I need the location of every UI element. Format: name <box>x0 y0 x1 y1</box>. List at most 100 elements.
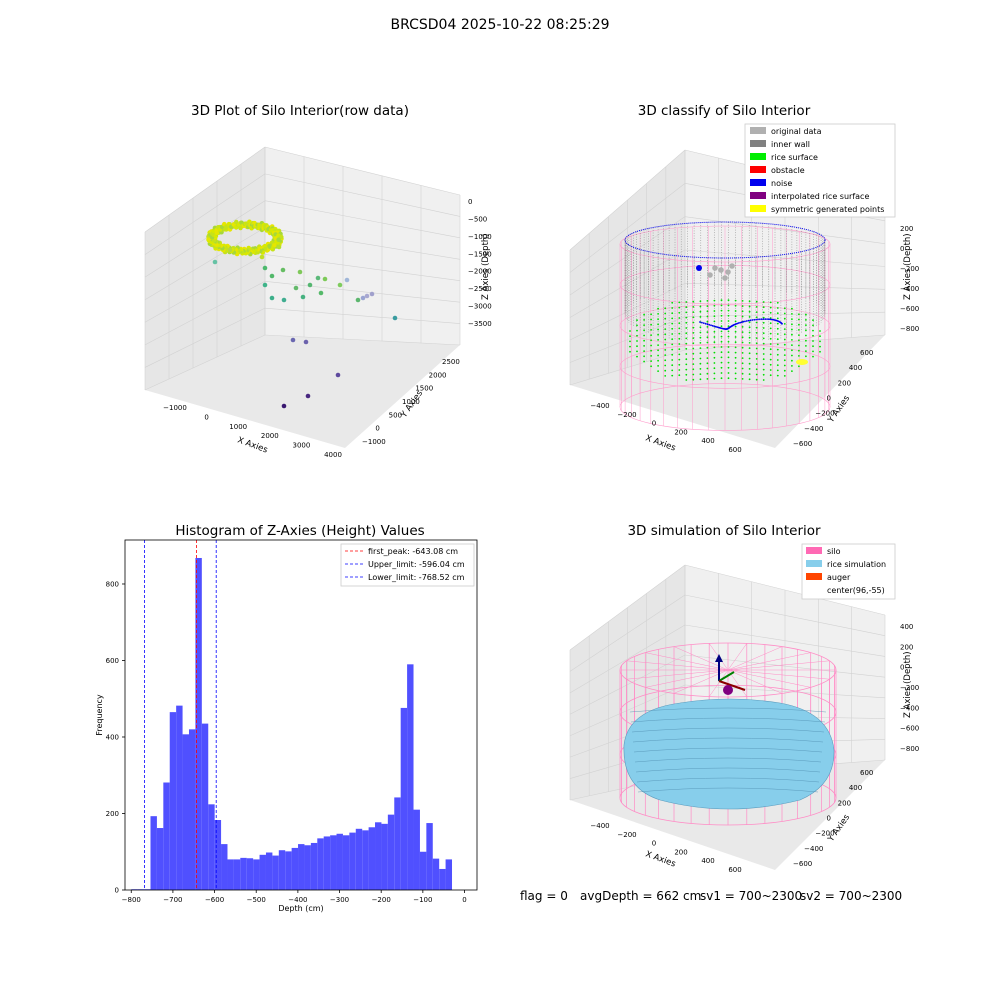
rice-surface-point <box>748 362 751 365</box>
rice-surface-point <box>755 368 758 371</box>
rice-surface-point <box>776 333 779 335</box>
grid-line <box>569 684 686 736</box>
noise-point <box>704 322 707 325</box>
raw-zlabel: Z Axies (Depth) <box>481 233 491 300</box>
raw-point <box>280 267 286 273</box>
rice-surface-point <box>748 378 751 381</box>
y-tick-label: −400 <box>804 845 823 853</box>
rice-surface-point <box>671 359 674 361</box>
noise-point <box>755 318 757 321</box>
rice-surface-point <box>727 356 730 359</box>
rice-surface-point <box>720 309 723 312</box>
rice-surface-point <box>713 367 716 370</box>
rice-surface-point <box>762 379 765 381</box>
rice-surface-point <box>699 373 702 375</box>
silo-wire <box>727 643 748 671</box>
rice-surface-point <box>685 306 688 309</box>
z-tick-label: −1000 <box>468 233 492 241</box>
rice-surface-point <box>657 344 659 346</box>
histogram-bar <box>445 859 453 890</box>
rice-surface-point <box>706 305 709 307</box>
rice-surface-point <box>643 319 645 321</box>
grid-line <box>569 564 686 651</box>
rice-surface-point <box>671 353 674 356</box>
rice-surface-point <box>671 338 674 341</box>
noise-point <box>770 318 773 321</box>
rice-surface-point <box>791 370 793 372</box>
x-tick-label: 200 <box>674 428 687 436</box>
legend-label: center(96,-55) <box>827 586 885 595</box>
silo-ring <box>619 343 831 389</box>
rice-surface-point <box>805 355 807 358</box>
rice-surface-point <box>819 345 821 348</box>
y-tick-label: 1500 <box>415 385 433 393</box>
raw-point <box>303 339 309 345</box>
rice-surface-point <box>650 334 652 336</box>
raw-point <box>259 254 265 260</box>
auger-axis <box>718 671 735 682</box>
legend-swatch <box>750 192 766 199</box>
histogram-bar <box>413 809 420 890</box>
rice-surface-point <box>678 327 681 330</box>
rice-surface-point <box>720 335 723 338</box>
raw-point <box>227 247 233 253</box>
classify-plot-title: 3D classify of Silo Interior <box>637 103 811 119</box>
rice-surface-point <box>741 357 744 359</box>
histogram-bar <box>298 844 305 890</box>
rice-surface-point <box>636 329 638 332</box>
rice-surface-point <box>734 351 737 354</box>
rice-mesh-line <box>634 757 822 763</box>
rice-surface-point <box>692 378 695 381</box>
rice-surface-point <box>727 340 730 343</box>
rice-surface-point <box>643 334 645 337</box>
rice-surface-point <box>650 360 652 362</box>
silo-ring <box>619 225 831 263</box>
rice-surface-point <box>783 317 786 320</box>
rice-surface-point <box>769 358 772 361</box>
rice-surface-point <box>692 321 695 324</box>
legend-swatch <box>750 205 766 212</box>
grid-line <box>569 349 686 386</box>
rice-surface-point <box>812 329 814 332</box>
rice-surface-point <box>762 347 765 350</box>
y-tick-label: −200 <box>815 410 834 418</box>
rice-surface-point <box>664 354 667 356</box>
rice-surface-point <box>692 373 695 376</box>
rice-surface-point <box>657 323 659 326</box>
rice-surface-point <box>798 313 800 316</box>
rice-surface-point <box>762 301 765 303</box>
raw-point <box>364 293 370 299</box>
silo-ring <box>619 383 831 431</box>
rice-surface-point <box>748 326 751 329</box>
rice-surface-point <box>699 305 702 308</box>
histogram-bar <box>342 835 350 890</box>
rice-surface-point <box>692 363 695 365</box>
x-tick-label: 3000 <box>292 442 310 450</box>
rice-surface-point <box>713 377 716 380</box>
noise-point <box>740 321 743 324</box>
noise-point <box>710 324 712 327</box>
rice-surface-point <box>685 347 688 350</box>
rice-surface-point <box>769 363 772 366</box>
rice-surface-point <box>664 343 667 346</box>
rice-surface-point <box>734 336 737 338</box>
rice-surface-point <box>727 377 730 380</box>
rice-surface-point <box>636 340 638 342</box>
rice-surface-point <box>812 355 814 358</box>
rice-surface-point <box>776 327 779 330</box>
rice-surface-point <box>636 324 638 327</box>
rice-mesh-line <box>633 747 823 753</box>
z-tick-label: −200 <box>900 265 919 273</box>
grid-line <box>264 227 461 260</box>
rice-surface-point <box>643 355 645 358</box>
histogram-bar <box>201 723 209 890</box>
rice-surface-point <box>727 372 730 374</box>
legend-label: Upper_limit: -596.04 cm <box>368 560 465 569</box>
rice-surface-point <box>776 364 779 367</box>
histogram-bar <box>156 828 164 890</box>
x-tick-label: 600 <box>728 866 741 874</box>
histogram-bar <box>265 852 273 890</box>
grid-line <box>569 149 686 251</box>
rice-surface-point <box>748 342 751 344</box>
rice-surface-point <box>762 306 765 309</box>
